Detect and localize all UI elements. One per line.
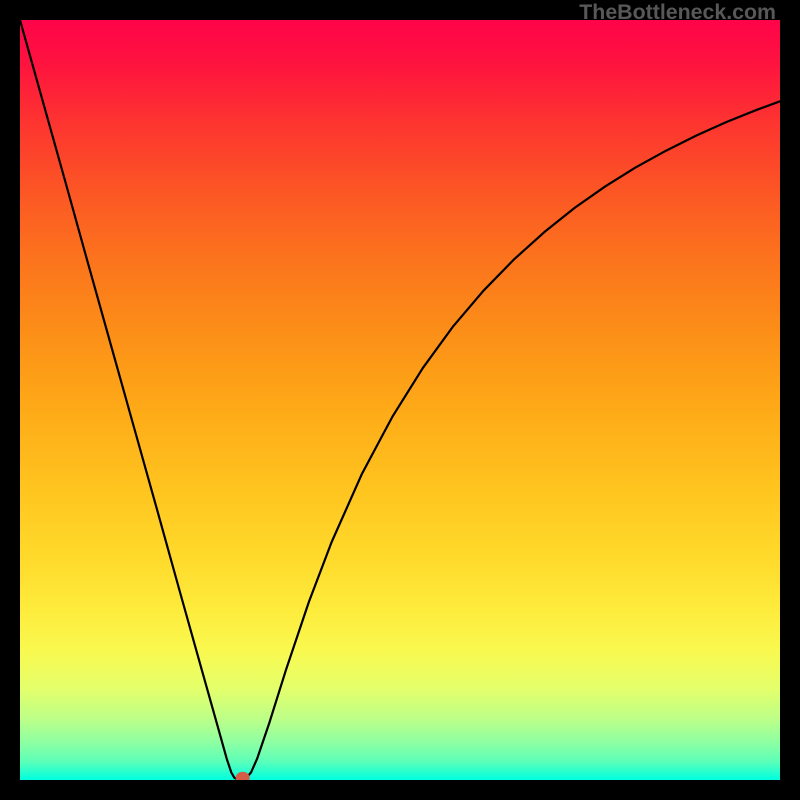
plot-svg [20, 20, 780, 780]
plot-background [20, 20, 780, 780]
chart-frame: TheBottleneck.com [0, 0, 800, 800]
watermark-text: TheBottleneck.com [579, 0, 776, 25]
